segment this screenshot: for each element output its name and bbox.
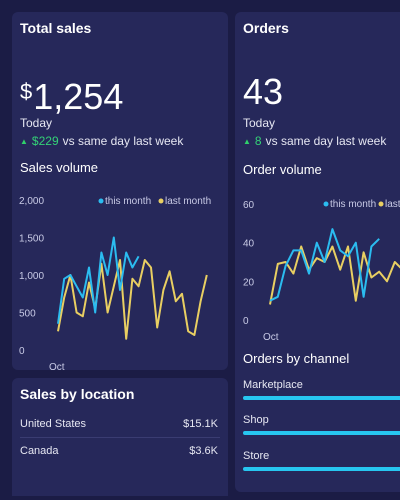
location-country: Canada <box>20 445 59 457</box>
currency-symbol: $ <box>20 79 33 104</box>
series-line-this-month <box>57 236 140 324</box>
y-tick-label: 1,000 <box>19 271 44 282</box>
orders-by-channel-title: Orders by channel <box>243 351 350 366</box>
y-tick-label: 2,000 <box>19 196 44 207</box>
sales-comparison-text: vs same day last week <box>62 134 184 148</box>
order-volume-title: Order volume <box>243 162 322 177</box>
sales-delta: $229 <box>31 134 59 148</box>
legend-label: this month <box>330 199 376 210</box>
channel-bar-marketplace <box>243 396 400 400</box>
y-tick-label: 20 <box>243 277 255 288</box>
location-row: Canada $3.6K <box>20 445 218 457</box>
legend-marker <box>98 198 104 204</box>
orders-card: Orders 43 Today ▲ 8 vs same day last week … <box>235 12 400 492</box>
sales-volume-chart: 2,000 1,500 1,000 500 0 Oct this month last mon… <box>19 196 211 370</box>
total-sales-card: Total sales $1,254 Today ▲ $229 vs same da… <box>12 12 228 370</box>
location-row: United States $15.1K <box>20 418 218 430</box>
orders-comparison: ▲ 8 vs same day last week <box>243 134 386 148</box>
y-tick-label: 0 <box>243 316 249 327</box>
row-divider <box>20 437 220 438</box>
location-country: United States <box>20 418 87 430</box>
total-sales-title: Total sales <box>20 20 92 36</box>
x-tick-label: Oct <box>263 332 279 340</box>
y-tick-label: 40 <box>243 239 255 250</box>
sales-by-location-title: Sales by location <box>20 386 135 402</box>
x-tick-label: Oct <box>49 362 65 370</box>
trend-up-icon: ▲ <box>20 137 28 146</box>
trend-up-icon: ▲ <box>243 137 251 146</box>
order-volume-chart: 60 40 20 0 Oct this month last month <box>243 199 400 340</box>
total-sales-value: $1,254 <box>20 72 123 117</box>
orders-period: Today <box>243 116 276 130</box>
channel-bar-store <box>243 467 400 471</box>
series-line-last-month <box>57 259 208 340</box>
channel-label-marketplace: Marketplace <box>243 379 303 391</box>
location-value: $15.1K <box>183 418 218 430</box>
legend-label: last month <box>165 196 211 207</box>
orders-title: Orders <box>243 20 289 36</box>
sales-by-location-card: Sales by location United States $15.1K C… <box>12 378 228 496</box>
location-value: $3.6K <box>189 445 218 457</box>
sales-comparison: ▲ $229 vs same day last week <box>20 134 183 148</box>
y-tick-label: 0 <box>19 346 25 357</box>
y-tick-label: 1,500 <box>19 234 44 245</box>
legend-label: this month <box>105 196 151 207</box>
sales-period: Today <box>20 116 53 130</box>
series-line-this-month <box>269 228 380 302</box>
legend-marker <box>378 201 384 207</box>
sales-amount: 1,254 <box>33 76 124 117</box>
legend-marker <box>158 198 164 204</box>
y-tick-label: 500 <box>19 309 36 320</box>
channel-label-store: Store <box>243 450 270 462</box>
orders-value: 43 <box>243 71 284 112</box>
legend-marker <box>323 201 329 207</box>
channel-label-shop: Shop <box>243 414 269 426</box>
y-tick-label: 60 <box>243 200 255 211</box>
legend-label: last month <box>385 199 400 210</box>
series-line-last-month <box>269 245 400 305</box>
sales-volume-title: Sales volume <box>20 160 99 175</box>
orders-delta: 8 <box>254 134 262 148</box>
orders-comparison-text: vs same day last week <box>265 134 387 148</box>
channel-bar-shop <box>243 431 400 435</box>
